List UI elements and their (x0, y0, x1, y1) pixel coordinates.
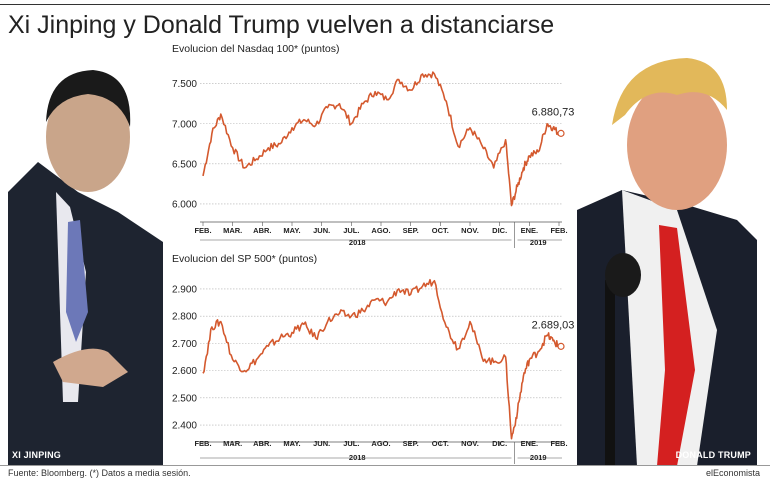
x-tick-label: AGO. (371, 439, 390, 448)
x-tick-label: JUN. (313, 439, 330, 448)
photo-label-xi: XI JINPING (12, 450, 62, 460)
y-tick-label: 2.900 (172, 284, 197, 295)
year-label: 2019 (530, 238, 547, 247)
y-tick-label: 2.800 (172, 312, 197, 323)
photo-donald-trump: DONALD TRUMP (577, 40, 757, 466)
y-tick-label: 7.000 (172, 119, 197, 130)
x-tick-label: FEB. (550, 226, 567, 235)
x-tick-label: MAR. (223, 439, 242, 448)
year-label: 2018 (349, 453, 366, 462)
x-tick-label: JUN. (313, 226, 330, 235)
x-tick-label: SEP. (403, 439, 419, 448)
x-tick-label: DIC. (492, 439, 507, 448)
x-tick-label: MAY. (283, 439, 300, 448)
x-tick-label: AGO. (371, 226, 390, 235)
y-tick-label: 2.700 (172, 339, 197, 350)
last-value-label: 2.689,03 (532, 319, 575, 331)
last-point-marker (557, 342, 565, 350)
y-tick-label: 2.400 (172, 421, 197, 432)
x-tick-label: NOV. (461, 439, 479, 448)
y-tick-label: 2.600 (172, 366, 197, 377)
x-tick-label: MAR. (223, 226, 242, 235)
top-rule (0, 4, 770, 5)
series-line (202, 71, 560, 207)
photo-xi-jinping: XI JINPING (8, 42, 163, 466)
y-tick-label: 2.500 (172, 393, 197, 404)
x-tick-label: DIC. (492, 226, 507, 235)
series-line (202, 278, 560, 440)
x-tick-label: SEP. (403, 226, 419, 235)
x-tick-label: ABR. (253, 226, 271, 235)
x-tick-label: NOV. (461, 226, 479, 235)
chart-title: Evolucion del Nasdaq 100* (puntos) (172, 43, 340, 55)
brand-label: elEconomista (705, 468, 760, 478)
portrait-illustration (8, 42, 163, 466)
year-label: 2019 (530, 453, 547, 462)
x-tick-label: ABR. (253, 439, 271, 448)
x-tick-label: FEB. (550, 439, 567, 448)
x-tick-label: MAY. (283, 226, 300, 235)
last-value-label: 6.880,73 (532, 106, 575, 118)
x-tick-label: ENE. (521, 439, 539, 448)
page-title: Xi Jinping y Donald Trump vuelven a dist… (8, 11, 555, 39)
y-tick-label: 7.500 (172, 79, 197, 90)
year-label: 2018 (349, 238, 366, 247)
source-note: Fuente: Bloomberg. (*) Datos a media ses… (8, 468, 191, 478)
bottom-rule (0, 465, 770, 466)
chart-title: Evolucion del SP 500* (puntos) (172, 253, 317, 265)
x-tick-label: FEB. (194, 439, 211, 448)
photo-label-trump: DONALD TRUMP (675, 450, 751, 460)
x-tick-label: OCT. (432, 439, 449, 448)
x-tick-label: JUL. (343, 226, 359, 235)
x-tick-label: ENE. (521, 226, 539, 235)
y-tick-label: 6.000 (172, 199, 197, 210)
portrait-illustration (577, 40, 757, 466)
x-tick-label: FEB. (194, 226, 211, 235)
x-tick-label: JUL. (343, 439, 359, 448)
y-tick-label: 6.500 (172, 159, 197, 170)
x-tick-label: OCT. (432, 226, 449, 235)
last-point-marker (557, 129, 565, 137)
